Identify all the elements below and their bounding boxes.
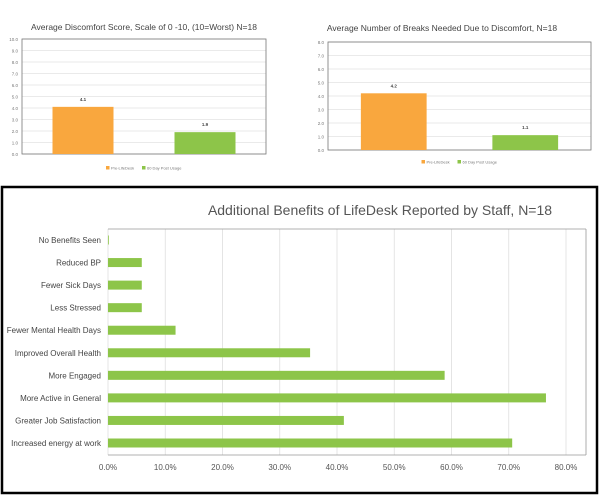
- x-tick-label: 10.0%: [154, 463, 177, 472]
- y-tick-label: 2.0: [12, 129, 19, 134]
- bar-less-stressed: [108, 303, 142, 313]
- bar-more-engaged: [108, 370, 445, 380]
- y-tick-label: 7.0: [318, 54, 325, 59]
- x-tick-label: 30.0%: [268, 463, 291, 472]
- y-tick-label: 5.0: [318, 81, 325, 86]
- bar-pre-lifedesk: [360, 93, 427, 150]
- x-tick-label: 70.0%: [497, 463, 520, 472]
- category-label: Fewer Sick Days: [41, 281, 101, 290]
- legend-swatch: [106, 166, 110, 170]
- legend-swatch: [457, 160, 461, 164]
- y-tick-label: 0.0: [12, 152, 19, 157]
- bar-pre-lifedesk: [52, 106, 114, 154]
- category-label: Greater Job Satisfaction: [15, 416, 101, 425]
- bar-increased-energy-at-work: [108, 438, 513, 448]
- bar-no-benefits-seen: [108, 235, 109, 245]
- y-tick-label: 6.0: [12, 83, 19, 88]
- data-label: 4.2: [391, 83, 398, 88]
- data-label: 1.9: [202, 122, 209, 127]
- y-tick-label: 4.0: [318, 94, 325, 99]
- category-label: More Engaged: [49, 371, 101, 380]
- category-label: Improved Overall Health: [15, 349, 101, 358]
- bar-more-active-in-general: [108, 393, 546, 403]
- category-label: More Active in General: [20, 394, 101, 403]
- legend-label: 60 Day Post Usage: [147, 166, 182, 171]
- legend-swatch: [142, 166, 146, 170]
- bar-60-day-post-usage: [174, 132, 236, 154]
- y-tick-label: 1.0: [318, 135, 325, 140]
- data-label: 4.1: [80, 97, 87, 102]
- y-tick-label: 4.0: [12, 106, 19, 111]
- y-tick-label: 8.0: [12, 60, 19, 65]
- benefits-chart-title: Additional Benefits of LifeDesk Reported…: [208, 202, 552, 218]
- bar-reduced-bp: [108, 258, 142, 268]
- legend-swatch: [421, 160, 425, 164]
- bar-60-day-post-usage: [492, 135, 559, 150]
- x-tick-label: 80.0%: [555, 463, 578, 472]
- category-label: Fewer Mental Health Days: [7, 326, 101, 335]
- legend-label: Pre-LifeDesk: [111, 166, 134, 171]
- y-tick-label: 3.0: [318, 108, 325, 113]
- plot-area: [327, 41, 592, 151]
- x-tick-label: 0.0%: [99, 463, 117, 472]
- bar-fewer-sick-days: [108, 280, 142, 290]
- plot-area: [21, 38, 267, 155]
- legend-label: 60 Day Post Usage: [463, 160, 498, 165]
- y-tick-label: 1.0: [12, 141, 19, 146]
- y-tick-label: 9.0: [12, 49, 19, 54]
- y-tick-label: 8.0: [318, 40, 325, 45]
- x-tick-label: 50.0%: [383, 463, 406, 472]
- bar-greater-job-satisfaction: [108, 415, 344, 425]
- category-label: Increased energy at work: [11, 439, 102, 448]
- x-tick-label: 20.0%: [211, 463, 234, 472]
- legend-label: Pre-LifeDesk: [427, 160, 450, 165]
- breaks-chart-title: Average Number of Breaks Needed Due to D…: [327, 23, 557, 33]
- x-tick-label: 60.0%: [440, 463, 463, 472]
- bar-fewer-mental-health-days: [108, 325, 176, 335]
- category-label: Reduced BP: [56, 259, 101, 268]
- data-label: 1.1: [522, 125, 529, 130]
- y-tick-label: 5.0: [12, 95, 19, 100]
- bar-improved-overall-health: [108, 348, 311, 358]
- y-tick-label: 7.0: [12, 72, 19, 77]
- y-tick-label: 2.0: [318, 121, 325, 126]
- category-label: No Benefits Seen: [39, 236, 101, 245]
- y-tick-label: 6.0: [318, 67, 325, 72]
- y-tick-label: 10.0: [9, 37, 18, 42]
- y-tick-label: 3.0: [12, 118, 19, 123]
- benefits-chart-border: [0, 185, 599, 495]
- x-tick-label: 40.0%: [326, 463, 349, 472]
- category-label: Less Stressed: [50, 304, 101, 313]
- y-tick-label: 0.0: [318, 148, 325, 153]
- discomfort-chart-title: Average Discomfort Score, Scale of 0 -10…: [31, 22, 257, 32]
